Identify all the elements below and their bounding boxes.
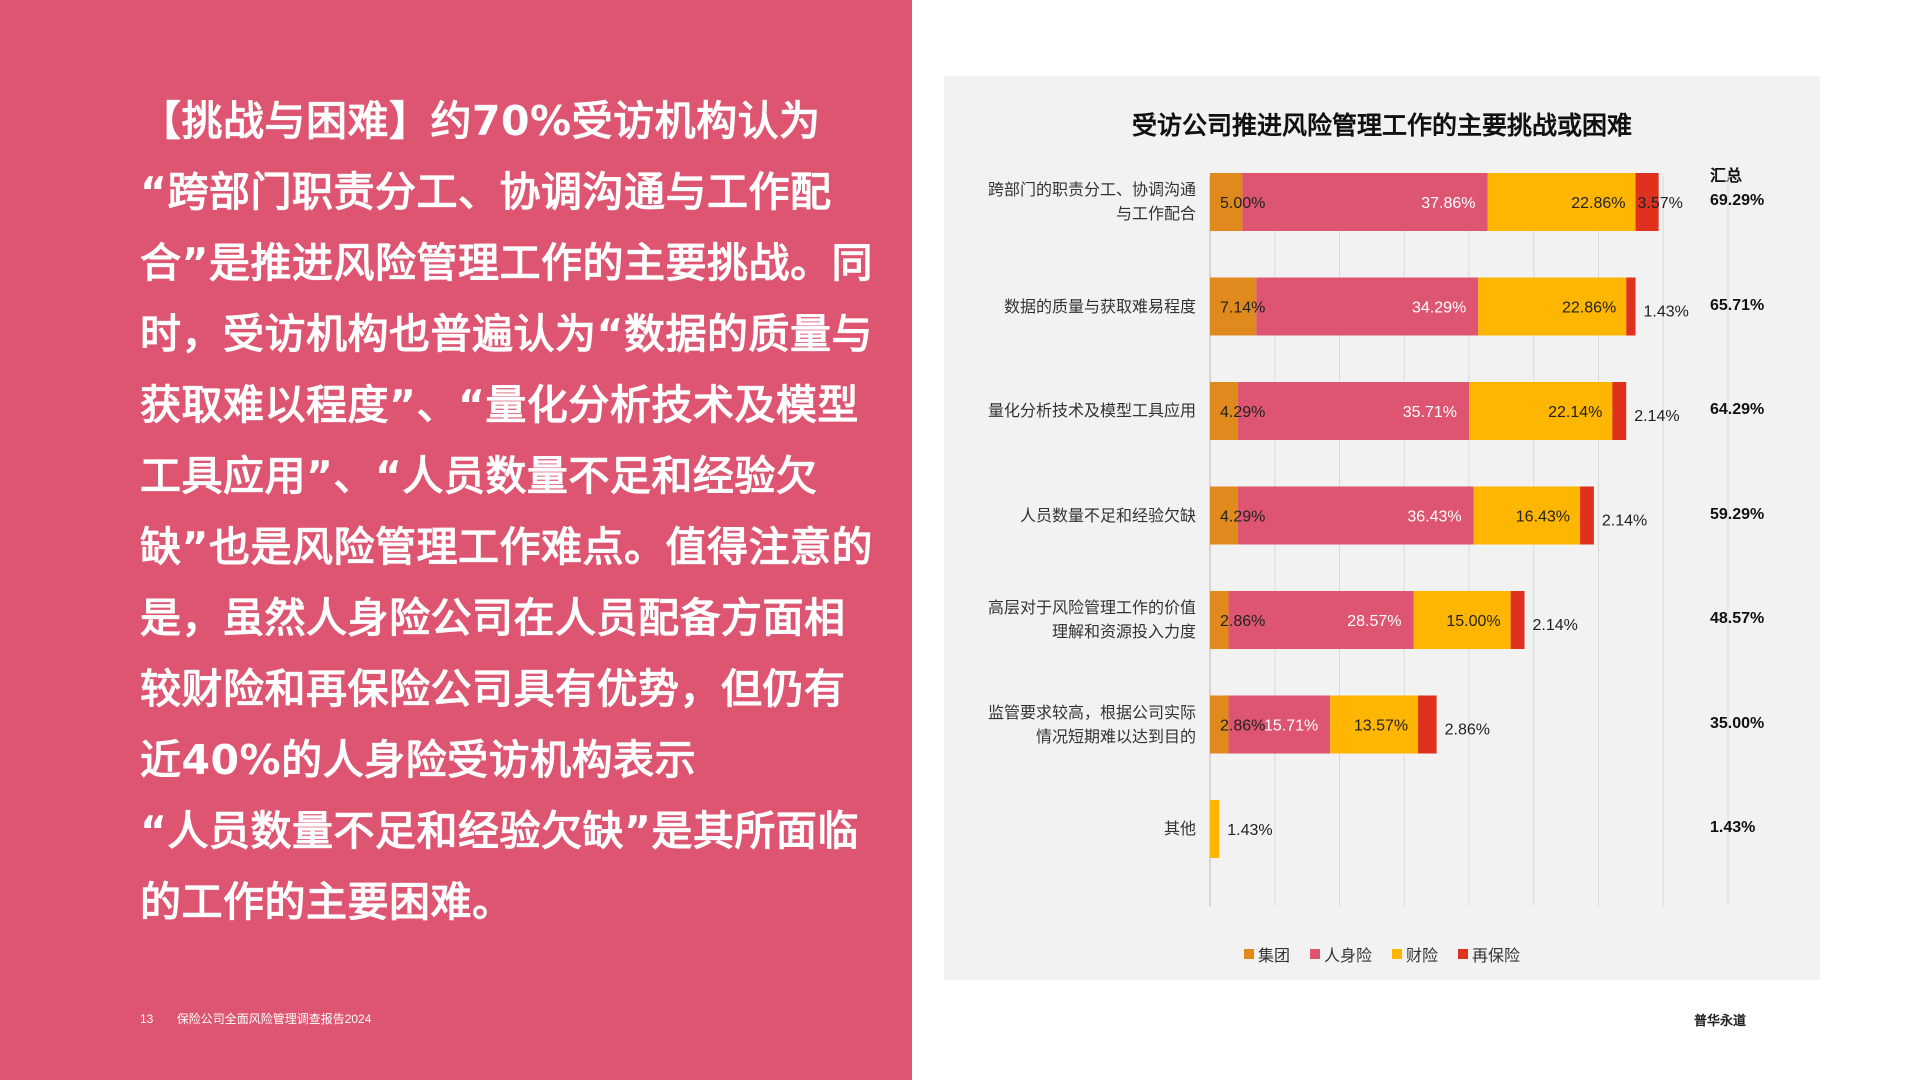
bar-segment <box>1612 382 1627 440</box>
body-paragraph: 【挑战与困难】约70%受访机构认为 “跨部门职责分工、协调沟通与工作配合”是推进… <box>140 97 873 926</box>
bar-segment <box>1237 382 1469 440</box>
data-label: 2.14% <box>1634 408 1679 425</box>
bar-segment <box>1210 173 1243 231</box>
data-label: 7.14% <box>1220 300 1265 317</box>
category-label-line: 数据的质量与获取难易程度 <box>1003 296 1196 316</box>
bar-segment <box>1256 277 1479 336</box>
data-label: 28.57% <box>1347 613 1401 630</box>
bar-segment <box>1580 486 1594 545</box>
data-label: 22.86% <box>1571 195 1625 212</box>
bar-segment <box>1210 695 1229 754</box>
data-label: 4.29% <box>1220 509 1265 526</box>
category-label: 人员数量不足和经验欠缺 <box>946 504 1196 528</box>
data-label: 15.71% <box>1264 718 1318 735</box>
bar-segment <box>1413 591 1511 649</box>
data-label: 37.86% <box>1421 195 1475 212</box>
page-number: 13 <box>140 1012 154 1026</box>
data-label: 2.14% <box>1602 513 1647 530</box>
bar-segment <box>1473 486 1581 545</box>
brand-name: 普华永道 <box>1693 1013 1746 1028</box>
category-label: 高层对于风险管理工作的价值理解和资源投入力度 <box>946 596 1196 644</box>
bar-segment <box>1228 591 1414 649</box>
chart-legend: 集团 人身险 财险 再保险 <box>944 942 1820 966</box>
bar-segment <box>1330 695 1419 754</box>
total-label: 48.57% <box>1710 610 1765 627</box>
data-label: 4.29% <box>1220 404 1265 421</box>
stacked-bar-chart: 5.00% 37.86% 22.86% 3.57% 7.14% 34.29% 22.86% 1… <box>1209 173 1729 906</box>
total-label: 65.71% <box>1710 296 1765 314</box>
data-label: 1.43% <box>1227 822 1272 839</box>
data-label: 2.86% <box>1220 718 1265 735</box>
report-title: 保险公司全面风险管理调查报告2024 <box>176 1012 372 1026</box>
data-label: 36.43% <box>1407 509 1461 526</box>
bar-segment <box>1418 695 1437 754</box>
data-label: 34.29% <box>1412 300 1466 317</box>
legend-label: 人身险 <box>1323 946 1372 965</box>
bar-segment <box>1228 695 1331 754</box>
category-label-line: 理解和资源投入力度 <box>1051 622 1196 641</box>
data-label: 22.14% <box>1548 404 1602 421</box>
category-label-line: 人员数量不足和经验欠缺 <box>1019 505 1196 525</box>
bar-segment <box>1487 173 1636 231</box>
category-label: 其他 <box>946 817 1196 841</box>
bar-segment <box>1469 382 1613 440</box>
total-label: 64.29% <box>1710 401 1765 418</box>
total-label: 1.43% <box>1710 819 1756 836</box>
footer-left: 13 保险公司全面风险管理调查报告2024 <box>140 1010 371 1027</box>
data-label: 2.14% <box>1532 617 1577 634</box>
legend-swatch <box>1243 949 1254 959</box>
legend-label: 再保险 <box>1472 946 1521 965</box>
bar-segment <box>1210 382 1238 440</box>
bar-segment <box>1510 591 1525 649</box>
left-panel: 【挑战与困难】约70%受访机构认为 “跨部门职责分工、协调沟通与工作配合”是推进… <box>0 0 912 1080</box>
data-label: 15.00% <box>1446 613 1500 630</box>
chart-card: 受访公司推进风险管理工作的主要挑战或困难 汇总 5.00% 37.86% 22.86… <box>944 76 1820 980</box>
data-label: 13.57% <box>1354 718 1408 735</box>
category-label-line: 高层对于风险管理工作的价值 <box>987 598 1196 617</box>
category-label: 跨部门的职责分工、协调沟通与工作配合 <box>946 178 1196 226</box>
legend-item: 财险 <box>1392 942 1438 966</box>
bar-segment <box>1210 277 1257 336</box>
bar-segment <box>1237 486 1474 545</box>
legend-item: 人身险 <box>1309 942 1372 966</box>
legend-swatch <box>1309 949 1320 959</box>
bar-segment <box>1210 591 1229 649</box>
category-label-line: 跨部门的职责分工、协调沟通 <box>987 180 1196 199</box>
bar-segment <box>1478 277 1627 336</box>
bar-segment <box>1626 277 1636 336</box>
bar-segment <box>1210 486 1238 545</box>
legend-item: 再保险 <box>1458 942 1520 966</box>
summary-header: 汇总 <box>1710 166 1743 185</box>
bar-segment <box>1242 173 1488 231</box>
data-label: 1.43% <box>1644 304 1689 321</box>
legend-item: 集团 <box>1243 942 1290 966</box>
data-label: 16.43% <box>1516 509 1570 526</box>
data-label: 2.86% <box>1220 613 1265 630</box>
legend-swatch <box>1392 949 1402 959</box>
data-label: 5.00% <box>1220 195 1265 212</box>
legend-swatch <box>1458 949 1469 959</box>
category-label-line: 情况短期难以达到目的 <box>1035 726 1196 746</box>
category-label: 数据的质量与获取难易程度 <box>946 295 1196 319</box>
category-label: 量化分析技术及模型工具应用 <box>946 399 1196 423</box>
bar-segment <box>1210 800 1220 858</box>
legend-label: 财险 <box>1406 946 1439 965</box>
data-label: 35.71% <box>1403 404 1457 421</box>
category-label-line: 监管要求较高，根据公司实际 <box>987 702 1196 722</box>
category-label-line: 与工作配合 <box>1115 204 1196 223</box>
data-label: 22.86% <box>1562 300 1616 317</box>
legend-label: 集团 <box>1257 946 1290 965</box>
total-label: 59.29% <box>1710 505 1765 523</box>
chart-title: 受访公司推进风险管理工作的主要挑战或困难 <box>1131 111 1632 140</box>
category-label-line: 其他 <box>1163 819 1196 838</box>
category-label-line: 量化分析技术及模型工具应用 <box>987 401 1196 420</box>
bar-segment <box>1635 173 1659 231</box>
total-label: 69.29% <box>1710 192 1765 209</box>
category-label: 监管要求较高，根据公司实际情况短期难以达到目的 <box>946 701 1196 749</box>
data-label: 3.57% <box>1638 195 1683 212</box>
data-label: 2.86% <box>1445 722 1490 739</box>
total-label: 35.00% <box>1710 714 1765 732</box>
